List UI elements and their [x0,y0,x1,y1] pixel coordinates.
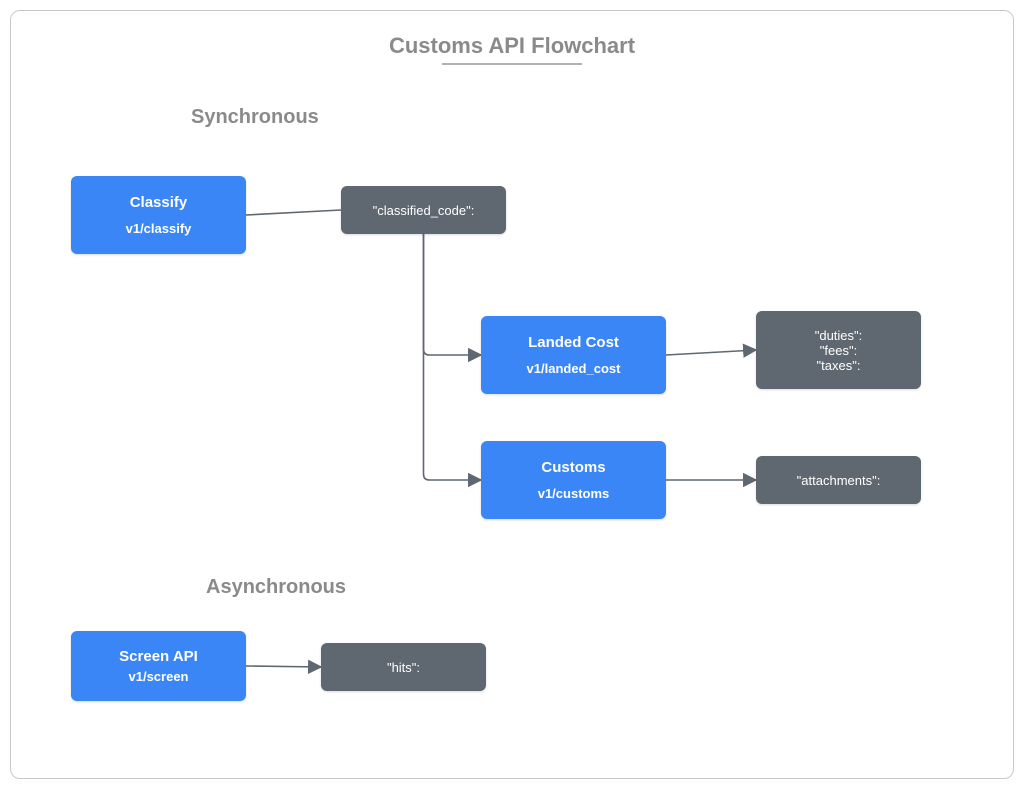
chart-title-underline [442,63,582,65]
node-line: "duties": [815,328,863,343]
edge-landed_cost-landed_out [666,350,756,355]
edge-classified_code-customs [424,234,482,480]
flowchart-canvas: Customs API Flowchart Synchronous Asynch… [10,10,1014,779]
node-subtitle: v1/screen [129,669,189,684]
node-screen: Screen API v1/screen [71,631,246,701]
edge-classified_code-landed_cost [424,234,482,355]
node-customs_out: "attachments": [756,456,921,504]
node-landed_cost: Landed Cost v1/landed_cost [481,316,666,394]
node-line: "classified_code": [373,203,475,218]
node-customs: Customs v1/customs [481,441,666,519]
node-line: "fees": [820,343,857,358]
node-line: "attachments": [797,473,881,488]
node-classified_code: "classified_code": [341,186,506,234]
node-line: "taxes": [817,358,861,373]
section-label-asynchronous: Asynchronous [206,576,346,599]
chart-title: Customs API Flowchart [11,33,1013,59]
edge-classify-classified_code [246,210,341,215]
node-line: "hits": [387,660,420,675]
node-landed_out: "duties":"fees":"taxes": [756,311,921,389]
node-title: Classify [130,194,188,211]
node-title: Landed Cost [528,334,619,351]
node-title: Screen API [119,648,198,665]
edge-screen-screen_out [246,666,321,667]
node-title: Customs [541,459,605,476]
node-subtitle: v1/customs [538,486,610,501]
node-subtitle: v1/landed_cost [527,361,621,376]
node-subtitle: v1/classify [126,221,192,236]
section-label-synchronous: Synchronous [191,106,319,129]
node-screen_out: "hits": [321,643,486,691]
node-classify: Classify v1/classify [71,176,246,254]
